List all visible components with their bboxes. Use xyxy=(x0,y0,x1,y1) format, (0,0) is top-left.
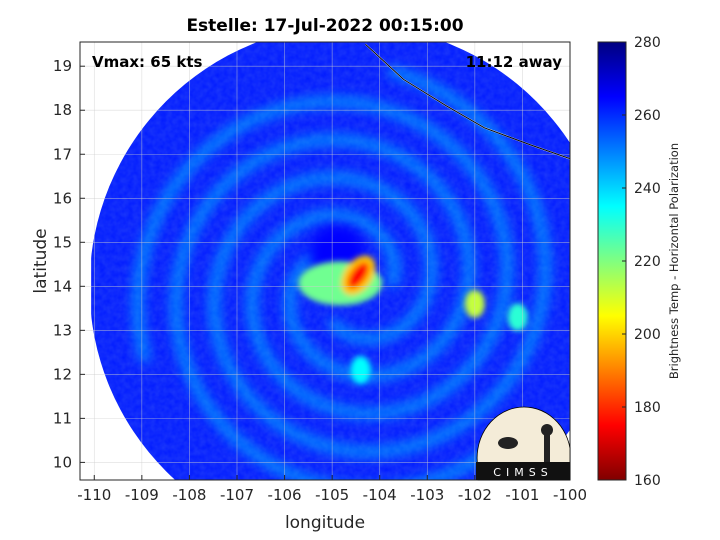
y-tick-label: 12 xyxy=(53,365,72,383)
y-tick-label: 14 xyxy=(53,277,72,295)
gridlines xyxy=(80,42,570,480)
colorbar-tick-label: 220 xyxy=(634,254,661,270)
y-axis-label: latitude xyxy=(31,228,51,293)
colorbar-bar xyxy=(597,41,627,481)
colorbar-tick-label: 240 xyxy=(634,181,661,197)
vmax-annotation: Vmax: 65 kts xyxy=(92,53,202,71)
y-tick-label: 10 xyxy=(53,453,72,471)
colorbar-tick-label: 260 xyxy=(634,108,661,124)
x-tick-label: -109 xyxy=(125,486,159,504)
logo-dish xyxy=(498,437,518,449)
y-tick-label: 15 xyxy=(53,233,72,251)
feature-southern-band xyxy=(350,355,371,384)
y-tick-label: 18 xyxy=(53,101,72,119)
plot-area xyxy=(80,42,570,480)
plot-frame xyxy=(79,41,571,481)
microwave-swath xyxy=(91,42,570,480)
cimss-logo: CIMSS xyxy=(476,406,571,481)
y-tick-label: 13 xyxy=(53,321,72,339)
colorbar-tick-label: 280 xyxy=(634,35,661,51)
x-tick-label: -105 xyxy=(315,486,349,504)
spiral-band xyxy=(133,96,512,419)
logo-text: CIMSS xyxy=(493,466,552,479)
y-axis: 10 11 12 13 14 15 16 17 18 19 xyxy=(53,57,85,471)
logo-tank xyxy=(541,424,553,436)
x-tick-label: -108 xyxy=(172,486,206,504)
y-tick-label: 17 xyxy=(53,145,72,163)
y-tick-label: 19 xyxy=(53,57,72,75)
land-boundary xyxy=(365,43,570,160)
x-tick-label: -102 xyxy=(458,486,492,504)
x-tick-label: -106 xyxy=(268,486,302,504)
chart-title: Estelle: 17-Jul-2022 00:15:00 xyxy=(186,16,463,36)
colorbar-tick-label: 160 xyxy=(634,473,661,489)
x-axis: -110 -109 -108 -107 -106 -105 -104 -103 -102 -101… xyxy=(77,475,587,504)
colorbar: 160 180 200 220 240 260 280 Brightness Temp - … xyxy=(597,35,681,489)
x-tick-label: -110 xyxy=(77,486,111,504)
x-tick-label: -101 xyxy=(505,486,539,504)
feature-outer-band xyxy=(507,303,528,332)
logo-ground xyxy=(476,462,570,480)
time-away-annotation: 11:12 away xyxy=(466,53,563,71)
eyewall-core xyxy=(347,262,369,289)
colorbar-tick-label: 180 xyxy=(634,400,661,416)
x-tick-label: -107 xyxy=(220,486,254,504)
colorbar-ticks: 160 180 200 220 240 260 280 xyxy=(622,35,661,489)
x-tick-label: -103 xyxy=(410,486,444,504)
colorbar-tick-label: 200 xyxy=(634,327,661,343)
y-tick-label: 11 xyxy=(53,409,72,427)
colorbar-label: Brightness Temp - Horizontal Polarizatio… xyxy=(667,143,681,379)
x-tick-label: -104 xyxy=(363,486,397,504)
y-tick-label: 16 xyxy=(53,189,72,207)
x-axis-label: longitude xyxy=(285,513,365,533)
logo-tower xyxy=(544,434,550,462)
x-tick-label: -100 xyxy=(553,486,587,504)
spiral-band xyxy=(171,135,523,480)
